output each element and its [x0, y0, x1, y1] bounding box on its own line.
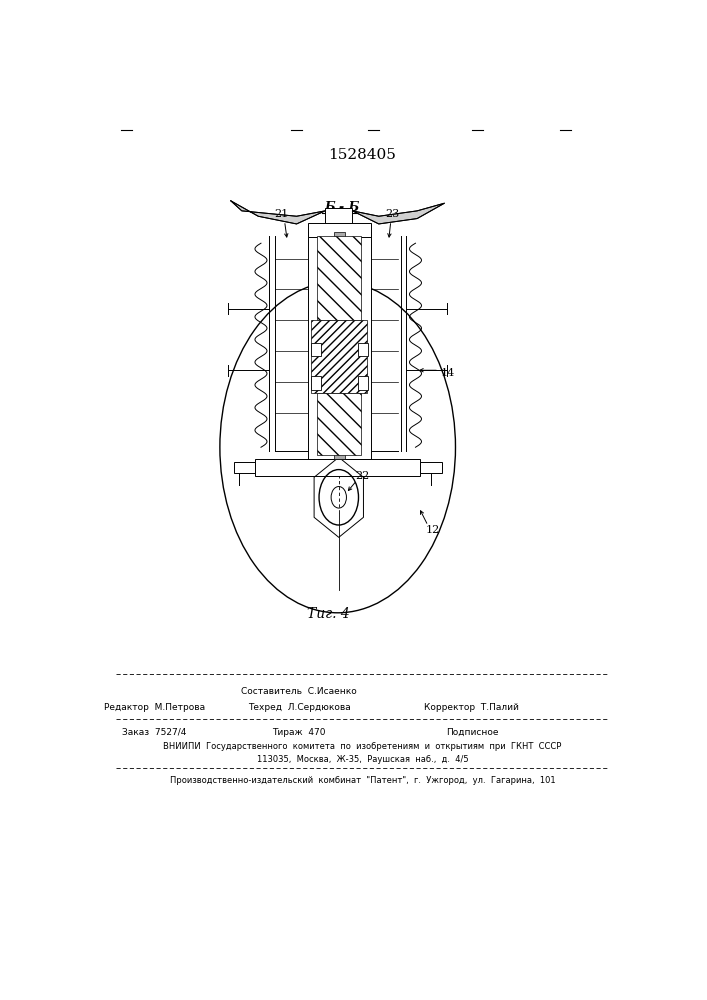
Text: 21: 21: [274, 209, 288, 219]
Bar: [420, 462, 442, 473]
Text: Подписное: Подписное: [445, 728, 498, 737]
Bar: [317, 393, 361, 455]
Text: Редактор  М.Петрова: Редактор М.Петрова: [103, 703, 205, 712]
Text: 14: 14: [440, 368, 455, 378]
Text: Производственно-издательский  комбинат  "Патент",  г.  Ужгород,  ул.  Гагарина, : Производственно-издательский комбинат "П…: [170, 776, 555, 785]
Bar: [255, 459, 420, 476]
Bar: [325, 208, 353, 223]
Bar: [311, 343, 321, 356]
Bar: [308, 223, 370, 237]
Text: 22: 22: [355, 471, 370, 481]
Polygon shape: [231, 201, 325, 224]
Bar: [358, 376, 368, 389]
Bar: [311, 376, 321, 389]
Text: Тираж  470: Тираж 470: [273, 728, 326, 737]
Text: Составитель  С.Исаенко: Составитель С.Исаенко: [242, 687, 357, 696]
Polygon shape: [353, 203, 445, 224]
Text: 12: 12: [426, 525, 440, 535]
Bar: [317, 235, 361, 320]
Bar: [308, 232, 370, 459]
Text: Заказ  7527/4: Заказ 7527/4: [122, 728, 187, 737]
Text: Τиг. 4: Τиг. 4: [307, 607, 350, 621]
Bar: [358, 343, 368, 356]
Bar: [233, 462, 255, 473]
Bar: [334, 232, 345, 459]
Text: 1528405: 1528405: [328, 148, 397, 162]
Text: Б - Б: Б - Б: [324, 201, 359, 214]
Text: ВНИИПИ  Государственного  комитета  по  изобретениям  и  открытиям  при  ГКНТ  С: ВНИИПИ Государственного комитета по изоб…: [163, 742, 561, 751]
Text: 113035,  Москва,  Ж-35,  Раушская  наб.,  д.  4/5: 113035, Москва, Ж-35, Раушская наб., д. …: [257, 755, 468, 764]
Text: Техред  Л.Сердюкова: Техред Л.Сердюкова: [248, 703, 351, 712]
Text: 23: 23: [385, 209, 399, 219]
Bar: [311, 320, 367, 393]
Text: Корректор  Т.Палий: Корректор Т.Палий: [424, 703, 520, 712]
